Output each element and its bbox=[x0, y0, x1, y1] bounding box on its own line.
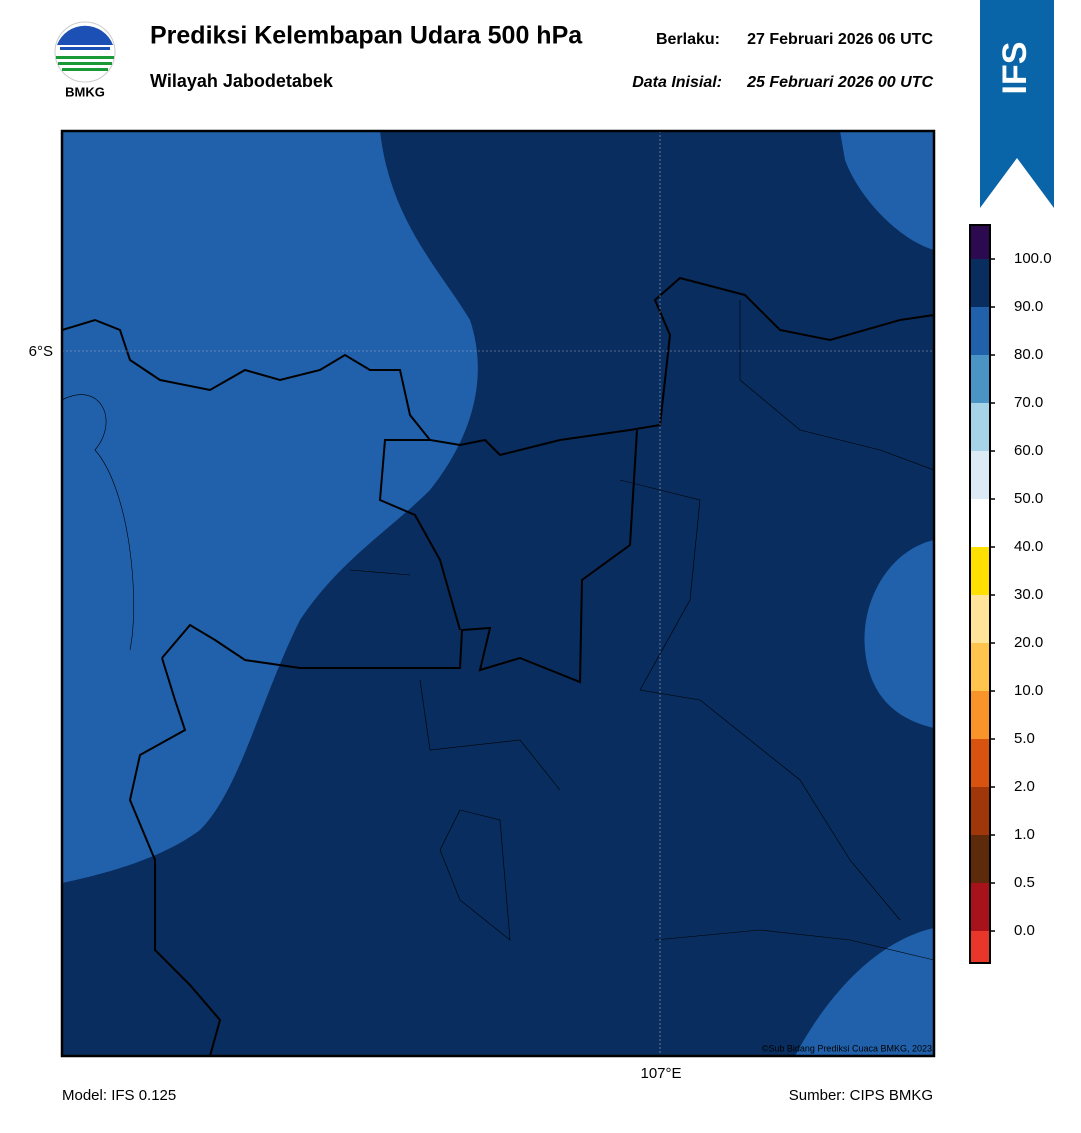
colorbar-segment bbox=[970, 835, 990, 883]
colorbar-segment bbox=[970, 595, 990, 643]
logo-label: BMKG bbox=[65, 84, 105, 99]
colorbar-segment bbox=[970, 883, 990, 931]
init-date: 25 Februari 2026 00 UTC bbox=[746, 74, 933, 91]
colorbar-label: 0.0 bbox=[1014, 922, 1035, 939]
colorbar-segment bbox=[970, 643, 990, 691]
credit: ©Sub Bidang Prediksi Cuaca BMKG, 2023 bbox=[762, 1043, 932, 1053]
init-label: Data Inisial: bbox=[632, 74, 722, 91]
colorbar-label: 70.0 bbox=[1014, 394, 1043, 411]
colorbar-label: 20.0 bbox=[1014, 634, 1043, 651]
map-frame bbox=[60, 129, 936, 1058]
valid-date: 27 Februari 2026 06 UTC bbox=[747, 31, 933, 48]
subtitle: Wilayah Jabodetabek bbox=[150, 71, 334, 91]
colorbar-label: 1.0 bbox=[1014, 826, 1035, 843]
colorbar-label: 60.0 bbox=[1014, 442, 1043, 459]
colorbar-segment bbox=[970, 307, 990, 355]
colorbar-segment bbox=[970, 547, 990, 595]
colorbar-label: 10.0 bbox=[1014, 682, 1043, 699]
lon-label: 107°E bbox=[640, 1065, 681, 1082]
colorbar-label: 80.0 bbox=[1014, 346, 1043, 363]
colorbar-segment bbox=[970, 225, 990, 259]
footer-model: Model: IFS 0.125 bbox=[62, 1087, 176, 1104]
colorbar-label: 0.5 bbox=[1014, 874, 1035, 891]
footer-source: Sumber: CIPS BMKG bbox=[789, 1087, 933, 1104]
colorbar-segment bbox=[970, 691, 990, 739]
colorbar: 100.0 90.0 80.0 70.0 60.0 50.0 40.0 30.0 20.0 10.… bbox=[969, 224, 1052, 964]
lat-label: 6°S bbox=[29, 343, 53, 360]
colorbar-label: 30.0 bbox=[1014, 586, 1043, 603]
colorbar-label: 2.0 bbox=[1014, 778, 1035, 795]
colorbar-frame bbox=[969, 224, 991, 964]
map: ©Sub Bidang Prediksi Cuaca BMKG, 2023 bbox=[62, 131, 934, 1056]
title: Prediksi Kelembapan Udara 500 hPa bbox=[150, 22, 583, 50]
badge-label: IFS bbox=[996, 42, 1034, 95]
colorbar-label: 5.0 bbox=[1014, 730, 1035, 747]
colorbar-label: 90.0 bbox=[1014, 298, 1043, 315]
colorbar-segment bbox=[970, 931, 990, 963]
colorbar-label: 50.0 bbox=[1014, 490, 1043, 507]
colorbar-segment bbox=[970, 403, 990, 451]
colorbar-label: 40.0 bbox=[1014, 538, 1043, 555]
logo: BMKG bbox=[54, 21, 116, 99]
valid-label: Berlaku: bbox=[656, 31, 720, 48]
colorbar-segment bbox=[970, 355, 990, 403]
colorbar-segment bbox=[970, 787, 990, 835]
colorbar-label: 100.0 bbox=[1014, 250, 1052, 267]
badge-shape bbox=[980, 0, 1054, 208]
colorbar-segment bbox=[970, 739, 990, 787]
colorbar-segment bbox=[970, 259, 990, 307]
colorbar-segment bbox=[970, 451, 990, 499]
colorbar-segment bbox=[970, 499, 990, 547]
